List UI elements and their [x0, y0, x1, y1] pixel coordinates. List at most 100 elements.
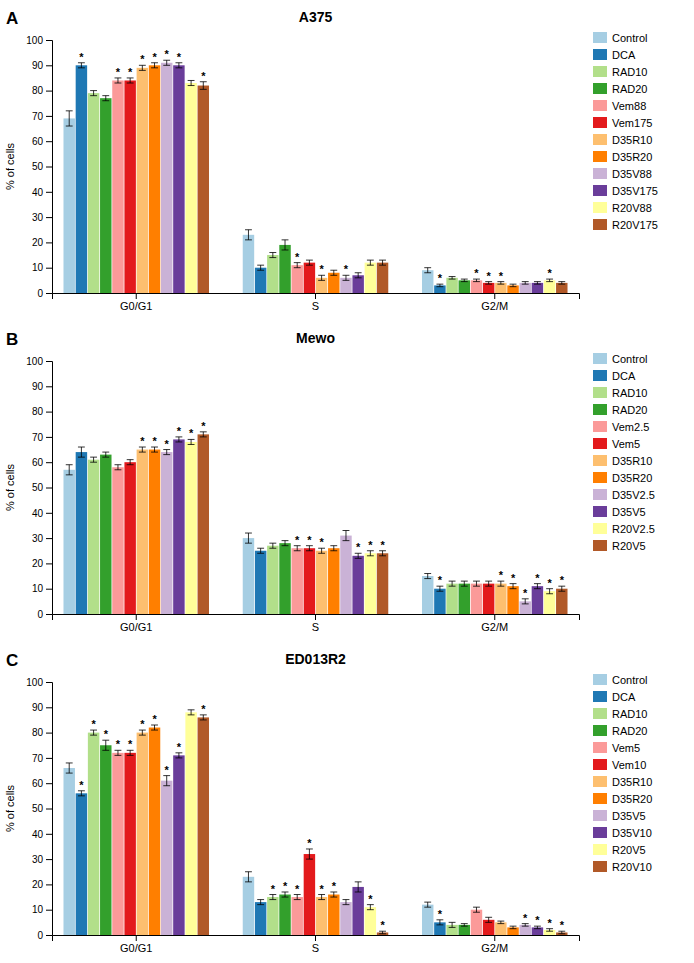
- tick-label: S: [312, 942, 319, 954]
- legend-item: RAD20: [593, 83, 647, 95]
- bar: [316, 551, 327, 614]
- tick-label: 60: [32, 778, 44, 789]
- bar: [422, 576, 433, 614]
- tick-label: 0: [37, 930, 43, 941]
- significance-star: *: [165, 438, 170, 450]
- error-bar: [188, 439, 195, 444]
- tick-mark: [46, 758, 52, 759]
- bar-series: [173, 753, 543, 935]
- legend-swatch: [593, 691, 607, 702]
- x-tick: G0/G1: [120, 935, 152, 954]
- error-bar: [188, 710, 195, 715]
- legend-swatch: [593, 185, 607, 196]
- bar: [483, 584, 494, 614]
- legend-item: Vem5: [593, 438, 640, 450]
- legend-item: D35R10: [593, 455, 652, 467]
- bar-series: [149, 63, 519, 293]
- bar: [291, 897, 302, 935]
- legend: ControlDCARAD10RAD20Vem88Vem175D35R10D35…: [593, 32, 658, 231]
- stars: ****************: [79, 48, 552, 284]
- bar: [422, 270, 433, 293]
- error-bar: [318, 548, 325, 553]
- y-tick: 30: [32, 533, 52, 544]
- error-bar: [355, 273, 362, 278]
- legend-label: D35V175: [612, 185, 658, 197]
- y-tick: 60: [32, 457, 52, 468]
- tick-mark: [46, 268, 52, 269]
- y-tick: 70: [32, 432, 52, 443]
- tick-label: 40: [32, 829, 44, 840]
- legend-swatch: [593, 844, 607, 855]
- error-bar: [367, 260, 374, 265]
- legend-swatch: [593, 438, 607, 449]
- legend-swatch: [593, 421, 607, 432]
- title: Mewo: [296, 330, 335, 346]
- legend-swatch: [593, 793, 607, 804]
- tick-mark: [46, 910, 52, 911]
- error-bar: [163, 450, 170, 455]
- tick-mark: [494, 293, 495, 299]
- error-bar: [485, 581, 492, 586]
- error-bar: [436, 920, 443, 925]
- tick-label: 20: [32, 237, 44, 248]
- axis-domain: [53, 615, 580, 621]
- legend-swatch: [593, 134, 607, 145]
- stars: *******************: [140, 420, 564, 599]
- error-bar: [485, 917, 492, 922]
- significance-star: *: [91, 718, 96, 730]
- significance-star: *: [560, 574, 565, 586]
- legend-item: Vem175: [593, 117, 652, 129]
- significance-star: *: [380, 539, 385, 551]
- tick-label: G0/G1: [120, 300, 152, 312]
- plot-area: ***********************01020304050607080…: [26, 677, 579, 954]
- legend-label: R20V88: [612, 202, 652, 214]
- error-bar: [151, 725, 158, 730]
- error-bar: [497, 581, 504, 586]
- legend-swatch: [593, 472, 607, 483]
- bar: [532, 586, 543, 614]
- y-tick: 50: [32, 161, 52, 172]
- legend-label: Vem2.5: [612, 421, 649, 433]
- x-axis: G0/G1 S G2/M: [53, 293, 580, 312]
- significance-star: *: [128, 66, 133, 78]
- y-tick: 90: [32, 60, 52, 71]
- legend-item: D35R20: [593, 472, 652, 484]
- significance-star: *: [535, 914, 540, 926]
- bar-series: [88, 730, 458, 935]
- tick-label: 30: [32, 212, 44, 223]
- bar: [434, 589, 445, 614]
- error-bar: [424, 902, 431, 907]
- significance-star: *: [295, 883, 300, 895]
- tick-mark: [46, 40, 52, 41]
- bar: [63, 768, 74, 935]
- bar: [304, 854, 315, 935]
- tick-mark: [46, 293, 52, 294]
- significance-star: *: [547, 577, 552, 589]
- error-bar: [282, 541, 289, 546]
- x-tick: S: [312, 293, 319, 312]
- legend-swatch: [593, 523, 607, 534]
- error-bar: [510, 926, 517, 929]
- error-bar: [90, 91, 97, 96]
- bar: [316, 897, 327, 935]
- error-bar: [497, 921, 504, 924]
- y-tick: 10: [32, 262, 52, 273]
- error-bar: [497, 282, 504, 285]
- legend-label: D35V88: [612, 168, 652, 180]
- bar: [100, 98, 111, 293]
- tick-label: G0/G1: [120, 942, 152, 954]
- error-bar: [343, 900, 350, 905]
- bar: [471, 584, 482, 614]
- tick-label: 90: [32, 702, 44, 713]
- legend-swatch: [593, 810, 607, 821]
- significance-star: *: [511, 572, 516, 584]
- panel-label: B: [6, 330, 18, 349]
- significance-star: *: [79, 51, 84, 63]
- error-bar: [175, 753, 182, 758]
- tick-label: G2/M: [481, 300, 508, 312]
- y-axis-title: % of cells: [4, 784, 16, 832]
- legend-label: D35R10: [612, 455, 652, 467]
- legend-label: Vem5: [612, 438, 640, 450]
- bar: [76, 793, 87, 935]
- bar: [365, 907, 376, 935]
